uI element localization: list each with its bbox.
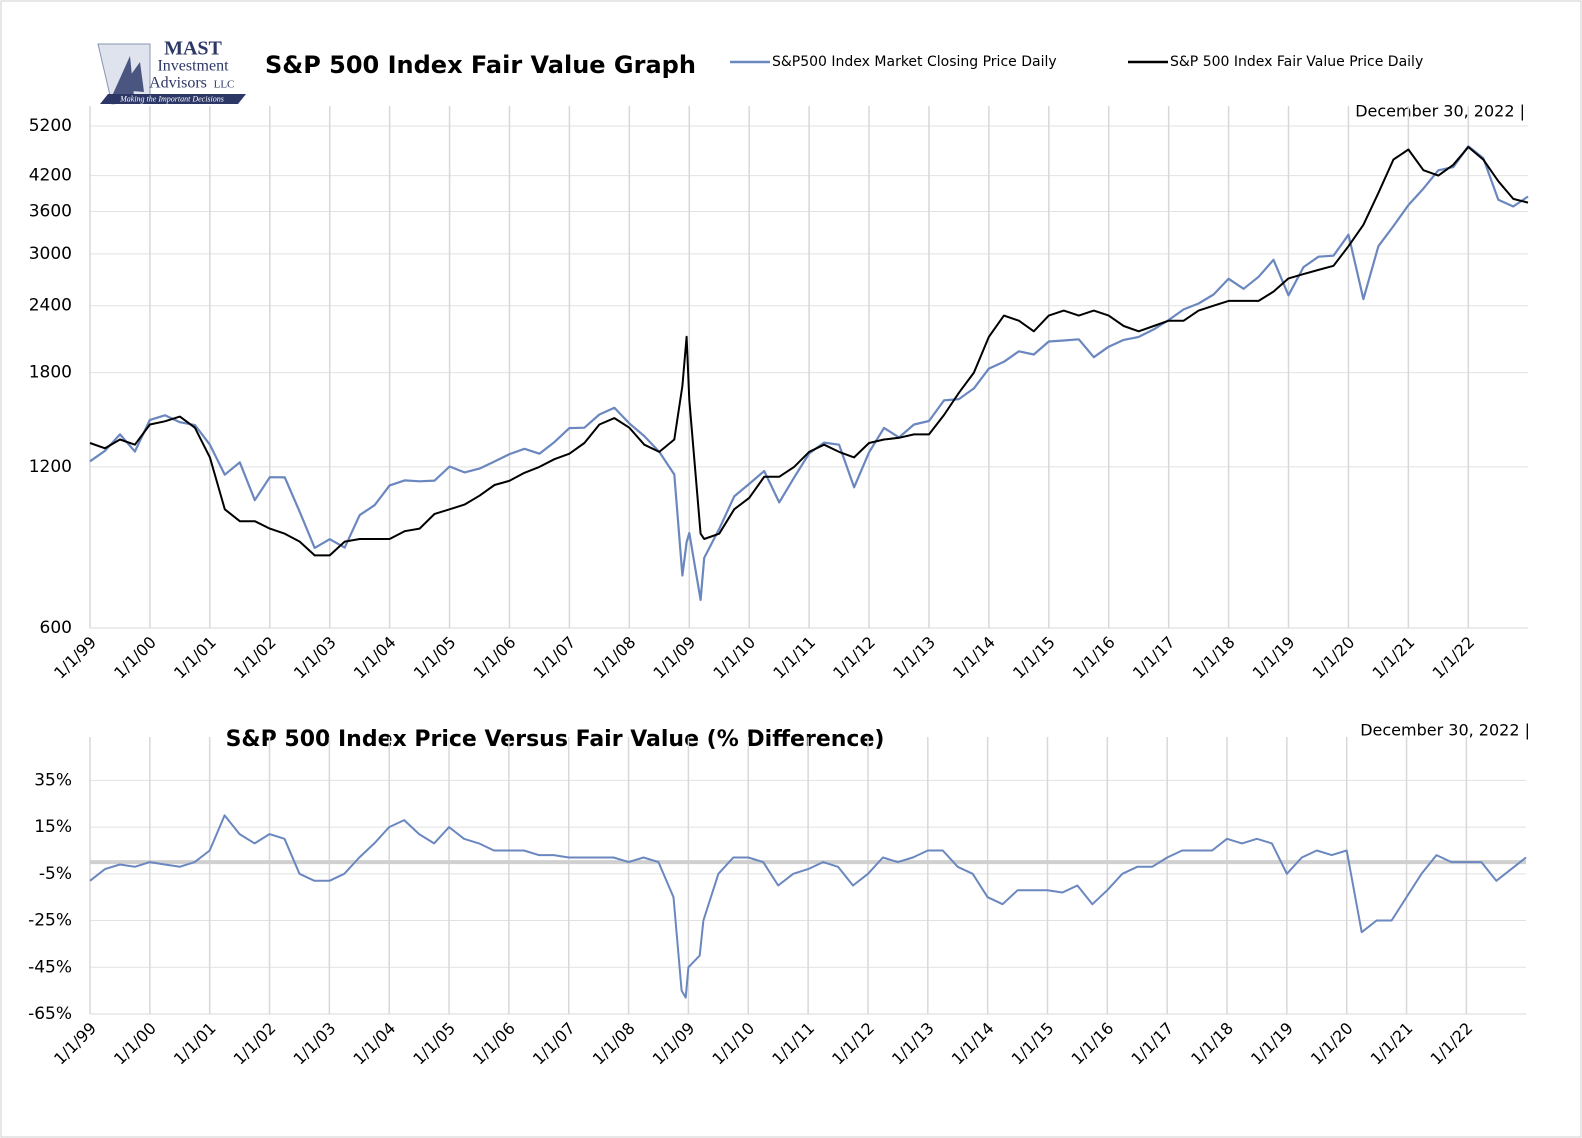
logo: MAST Investment Advisors LLC Making the … — [97, 38, 246, 105]
y-tick-label: 4200 — [29, 166, 72, 186]
y-tick-label: 3600 — [29, 201, 72, 221]
y-tick-label: 5200 — [29, 116, 72, 136]
logo-line2: Advisors — [149, 75, 207, 92]
y-tick-label: 35% — [34, 770, 72, 790]
chart-title: S&P 500 Index Fair Value Graph — [265, 51, 696, 79]
data-line — [89, 814, 1527, 999]
date-annotation: December 30, 2022 | — [1355, 102, 1525, 121]
y-tick-label: -45% — [28, 957, 72, 977]
data-line — [89, 146, 1529, 557]
legend-label: S&P 500 Index Fair Value Price Daily — [1170, 54, 1423, 70]
logo-name: MAST — [164, 38, 222, 60]
y-tick-label: -65% — [28, 1004, 72, 1024]
logo-tagline: Making the Important Decisions — [119, 94, 224, 103]
y-tick-label: -25% — [28, 911, 72, 931]
chart-title: S&P 500 Index Price Versus Fair Value (%… — [226, 727, 885, 752]
y-tick-label: 3000 — [29, 244, 72, 264]
y-tick-label: 1200 — [29, 457, 72, 477]
logo-line1: Investment — [157, 58, 229, 75]
logo-ship — [112, 56, 144, 96]
y-tick-label: 2400 — [29, 296, 72, 316]
logo-suffix: LLC — [214, 79, 235, 91]
date-annotation: December 30, 2022 | — [1360, 721, 1530, 740]
y-tick-label: 15% — [34, 817, 72, 837]
y-tick-label: 1800 — [29, 363, 72, 383]
logo-banner — [100, 94, 246, 104]
y-tick-label: -5% — [39, 864, 72, 884]
legend-label: S&P500 Index Market Closing Price Daily — [772, 54, 1057, 70]
data-line — [89, 145, 1529, 601]
y-tick-label: 600 — [40, 618, 72, 638]
